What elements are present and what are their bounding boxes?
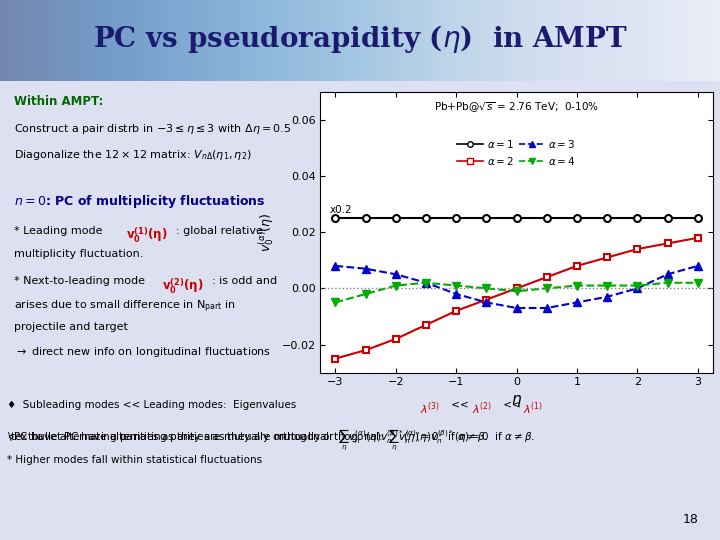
Text: : global relative: : global relative [176, 226, 264, 235]
Text: arises due to small difference in N$_{\rm part}$ in: arises due to small difference in N$_{\r… [14, 299, 236, 315]
$\alpha = 1$ [512, 215, 521, 221]
Text: $\rightarrow$ direct new info on longitudinal fluctuations: $\rightarrow$ direct new info on longitu… [14, 345, 271, 359]
Text: multiplicity fluctuation.: multiplicity fluctuation. [14, 248, 144, 259]
$\alpha = 4$ [422, 280, 431, 286]
Text: projectile and target: projectile and target [14, 322, 128, 332]
$\alpha = 3$ [482, 299, 491, 306]
Text: Bhalerao, Ollitrault, SP, Teaney: PRL 114
(2015): Bhalerao, Ollitrault, SP, Teaney: PRL 11… [407, 97, 588, 117]
Text: ♦  Subleading modes << Leading modes:  Eigenvalues: ♦ Subleading modes << Leading modes: Eig… [7, 400, 300, 410]
$\alpha = 4$ [331, 299, 340, 306]
$\alpha = 4$ [572, 282, 581, 289]
$\alpha = 4$ [603, 282, 611, 289]
Text: $n = 0$: PC of multiplicity fluctuations: $n = 0$: PC of multiplicity fluctuations [14, 193, 266, 211]
$\alpha = 3$ [331, 262, 340, 269]
Text: \textbullet PC have alternating parities as they are mutually orthogonal:  $\sum: \textbullet PC have alternating parities… [7, 428, 535, 453]
Text: $\diamond$PC have alternating parities as they are mutually orthogonal:  $\sum_\: $\diamond$PC have alternating parities a… [7, 428, 488, 453]
Text: $\lambda^{(1)}$: $\lambda^{(1)}$ [523, 400, 544, 416]
$\alpha = 2$ [361, 347, 370, 353]
Text: $\lambda^{(2)}$: $\lambda^{(2)}$ [472, 400, 492, 416]
$\alpha = 2$ [603, 254, 611, 261]
Text: Pb+Pb@$\sqrt{s}$ = 2.76 TeV;  0-10%: Pb+Pb@$\sqrt{s}$ = 2.76 TeV; 0-10% [434, 100, 599, 114]
$\alpha = 3$ [452, 291, 461, 297]
$\alpha = 2$ [542, 274, 551, 280]
$\alpha = 1$ [633, 215, 642, 221]
$\alpha = 4$ [452, 282, 461, 289]
$\alpha = 3$ [663, 271, 672, 278]
$\alpha = 1$ [361, 215, 370, 221]
Text: <<: << [500, 400, 523, 410]
$\alpha = 4$ [693, 280, 702, 286]
$\alpha = 3$ [693, 262, 702, 269]
$\alpha = 2$ [392, 336, 400, 342]
$\alpha = 3$ [572, 299, 581, 306]
Line: $\alpha = 2$: $\alpha = 2$ [332, 234, 701, 362]
$\alpha = 4$ [663, 280, 672, 286]
$\alpha = 3$ [633, 285, 642, 292]
$\alpha = 1$ [542, 215, 551, 221]
X-axis label: $\eta$: $\eta$ [511, 393, 522, 409]
$\alpha = 2$ [482, 296, 491, 303]
$\alpha = 1$ [603, 215, 611, 221]
$\alpha = 1$ [452, 215, 461, 221]
Text: Within AMPT:: Within AMPT: [14, 95, 104, 108]
Text: x0.2: x0.2 [330, 205, 352, 214]
Text: : is odd and: : is odd and [212, 276, 277, 286]
$\alpha = 4$ [482, 285, 491, 292]
Line: $\alpha = 4$: $\alpha = 4$ [331, 279, 702, 307]
Y-axis label: $v_0^{(\alpha)}(\eta)$: $v_0^{(\alpha)}(\eta)$ [256, 212, 276, 252]
$\alpha = 2$ [452, 308, 461, 314]
Text: 18: 18 [683, 513, 698, 526]
$\alpha = 2$ [422, 322, 431, 328]
$\alpha = 3$ [542, 305, 551, 311]
Text: <<: << [448, 400, 472, 410]
$\alpha = 2$ [572, 262, 581, 269]
$\alpha = 3$ [603, 294, 611, 300]
Line: $\alpha = 1$: $\alpha = 1$ [332, 215, 701, 221]
$\alpha = 4$ [542, 285, 551, 292]
$\alpha = 4$ [512, 288, 521, 294]
Legend: $\alpha = 1$, $\alpha = 2$, $\alpha = 3$, $\alpha = 4$: $\alpha = 1$, $\alpha = 2$, $\alpha = 3$… [453, 133, 580, 171]
Text: $\mathbf{v_0^{(1)}(\eta)}$: $\mathbf{v_0^{(1)}(\eta)}$ [126, 226, 168, 245]
$\alpha = 1$ [422, 215, 431, 221]
Text: * Next-to-leading mode: * Next-to-leading mode [14, 276, 149, 286]
Text: * Higher modes fall within statistical fluctuations: * Higher modes fall within statistical f… [7, 455, 262, 465]
$\alpha = 1$ [392, 215, 400, 221]
$\alpha = 2$ [512, 285, 521, 292]
$\alpha = 2$ [633, 246, 642, 252]
$\alpha = 4$ [392, 282, 400, 289]
Line: $\alpha = 3$: $\alpha = 3$ [331, 262, 702, 312]
$\alpha = 1$ [572, 215, 581, 221]
$\alpha = 2$ [693, 234, 702, 241]
$\alpha = 3$ [422, 280, 431, 286]
$\alpha = 3$ [512, 305, 521, 311]
Text: Construct a pair distrb in $-3 \leq \eta \leq 3$ with $\Delta\eta = 0.5$: Construct a pair distrb in $-3 \leq \eta… [14, 122, 292, 136]
Text: $\mathbf{v_0^{(2)}(\eta)}$: $\mathbf{v_0^{(2)}(\eta)}$ [162, 276, 204, 295]
$\alpha = 1$ [693, 215, 702, 221]
$\alpha = 3$ [361, 266, 370, 272]
$\alpha = 4$ [361, 291, 370, 297]
$\alpha = 3$ [392, 271, 400, 278]
$\alpha = 2$ [663, 240, 672, 247]
Text: $\lambda^{(3)}$: $\lambda^{(3)}$ [420, 400, 440, 416]
Text: PC vs pseudorapidity ($\eta$)  in AMPT: PC vs pseudorapidity ($\eta$) in AMPT [93, 23, 627, 55]
$\alpha = 1$ [663, 215, 672, 221]
Text: Diagonalize the $12\times12$ matrix: $V_{n\Delta}(\eta_1, \eta_2)$: Diagonalize the $12\times12$ matrix: $V_… [14, 147, 252, 161]
$\alpha = 1$ [331, 215, 340, 221]
Text: * Leading mode: * Leading mode [14, 226, 107, 235]
$\alpha = 2$ [331, 355, 340, 362]
$\alpha = 1$ [482, 215, 491, 221]
$\alpha = 4$ [633, 282, 642, 289]
